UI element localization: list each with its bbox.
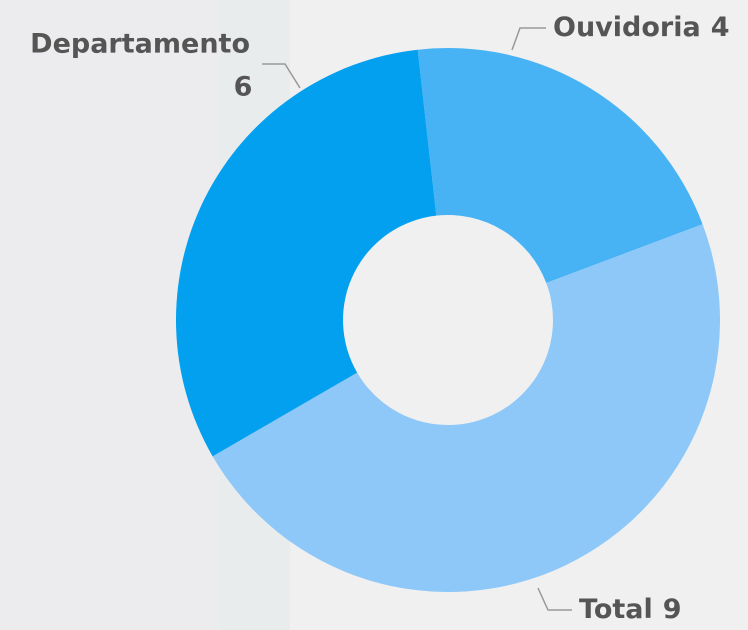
data-label: Ouvidoria 4 xyxy=(553,12,730,43)
category-label: Total xyxy=(579,594,653,625)
value-label: 4 xyxy=(711,12,730,43)
leader-line xyxy=(537,587,572,611)
value-label: 6 xyxy=(234,72,253,103)
slices xyxy=(175,48,721,593)
slice xyxy=(417,48,703,284)
category-label: Departamento xyxy=(30,29,250,60)
data-label: Total 9 xyxy=(579,594,682,625)
slice xyxy=(175,49,437,457)
leader-line xyxy=(511,27,546,51)
slice xyxy=(212,224,721,593)
labels: Ouvidoria 4 Total 9 Departamento 6 xyxy=(30,12,729,625)
leader-line xyxy=(262,63,301,89)
value-label: 9 xyxy=(663,594,682,625)
category-label: Ouvidoria xyxy=(553,12,701,43)
